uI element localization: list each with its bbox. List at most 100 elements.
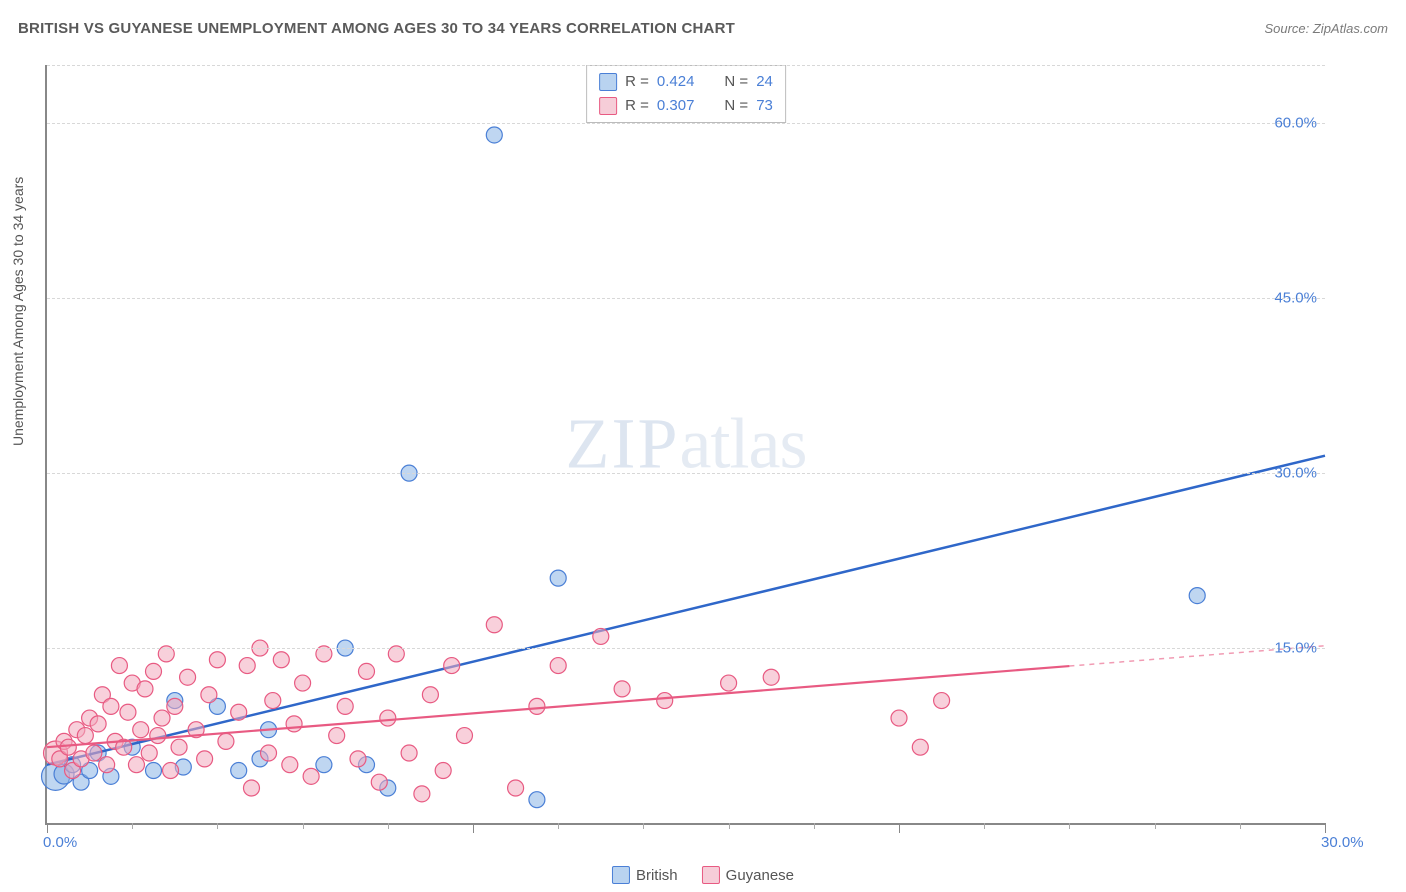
- x-tick-minor: [388, 823, 389, 829]
- scatter-point: [209, 652, 225, 668]
- plot-area: ZIPatlas R =0.424N =24R =0.307N =73 15.0…: [45, 65, 1325, 825]
- gridline-h: [47, 298, 1325, 299]
- scatter-point: [171, 739, 187, 755]
- scatter-point: [137, 681, 153, 697]
- gridline-h: [47, 123, 1325, 124]
- scatter-point: [350, 751, 366, 767]
- stats-swatch: [599, 73, 617, 91]
- scatter-point: [265, 693, 281, 709]
- x-tick-major: [1325, 823, 1326, 833]
- x-tick-minor: [1069, 823, 1070, 829]
- scatter-point: [593, 628, 609, 644]
- scatter-point: [422, 687, 438, 703]
- x-tick-major: [899, 823, 900, 833]
- scatter-point: [90, 716, 106, 732]
- scatter-point: [912, 739, 928, 755]
- scatter-point: [371, 774, 387, 790]
- scatter-point: [337, 698, 353, 714]
- scatter-point: [133, 722, 149, 738]
- scatter-point: [243, 780, 259, 796]
- scatter-point: [303, 768, 319, 784]
- scatter-point: [167, 698, 183, 714]
- scatter-point: [180, 669, 196, 685]
- scatter-point: [486, 127, 502, 143]
- y-tick-label: 15.0%: [1274, 640, 1317, 657]
- scatter-point: [1189, 588, 1205, 604]
- x-tick-minor: [132, 823, 133, 829]
- x-tick-minor: [558, 823, 559, 829]
- stats-row: R = 0.307 N = 73: [599, 94, 773, 118]
- scatter-point: [614, 681, 630, 697]
- stats-swatch: [599, 97, 617, 115]
- stats-n-value: 73: [756, 94, 773, 118]
- scatter-point: [111, 658, 127, 674]
- scatter-point: [239, 658, 255, 674]
- stats-n-value: 24: [756, 70, 773, 94]
- scatter-point: [486, 617, 502, 633]
- scatter-point: [380, 710, 396, 726]
- scatter-point: [231, 763, 247, 779]
- stats-r-value: 0.424: [657, 70, 695, 94]
- scatter-point: [128, 757, 144, 773]
- y-tick-label: 60.0%: [1274, 115, 1317, 132]
- scatter-point: [329, 728, 345, 744]
- x-tick-minor: [217, 823, 218, 829]
- trend-line: [47, 666, 1069, 747]
- scatter-point: [86, 745, 102, 761]
- x-tick-minor: [1240, 823, 1241, 829]
- scatter-point: [444, 658, 460, 674]
- scatter-point: [359, 663, 375, 679]
- stats-box: R = 0.424 N = 24 R = 0.307 N = 73: [586, 65, 786, 123]
- scatter-point: [154, 710, 170, 726]
- scatter-point: [550, 658, 566, 674]
- scatter-point: [120, 704, 136, 720]
- y-tick-label: 30.0%: [1274, 465, 1317, 482]
- x-tick-minor: [984, 823, 985, 829]
- scatter-point: [103, 698, 119, 714]
- scatter-point: [763, 669, 779, 685]
- legend-item: Guyanese: [702, 866, 794, 884]
- scatter-point: [529, 698, 545, 714]
- x-tick-minor: [729, 823, 730, 829]
- series-legend: British Guyanese: [612, 866, 794, 884]
- scatter-point: [508, 780, 524, 796]
- scatter-point: [150, 728, 166, 744]
- stats-n-label: N =: [724, 94, 748, 118]
- x-tick-minor: [1155, 823, 1156, 829]
- scatter-point: [934, 693, 950, 709]
- gridline-h: [47, 473, 1325, 474]
- scatter-point: [456, 728, 472, 744]
- x-tick-label: 0.0%: [43, 834, 77, 851]
- legend-label: Guyanese: [726, 867, 794, 884]
- scatter-point: [77, 728, 93, 744]
- stats-r-label: R =: [625, 70, 649, 94]
- scatter-point: [273, 652, 289, 668]
- stats-n-label: N =: [724, 70, 748, 94]
- scatter-point: [218, 733, 234, 749]
- scatter-point: [60, 739, 76, 755]
- x-tick-major: [473, 823, 474, 833]
- scatter-point: [282, 757, 298, 773]
- y-axis-label: Unemployment Among Ages 30 to 34 years: [10, 177, 26, 446]
- scatter-point: [201, 687, 217, 703]
- legend-swatch: [612, 866, 630, 884]
- stats-r-value: 0.307: [657, 94, 695, 118]
- chart-title: BRITISH VS GUYANESE UNEMPLOYMENT AMONG A…: [18, 20, 735, 37]
- scatter-point: [146, 663, 162, 679]
- x-tick-minor: [814, 823, 815, 829]
- scatter-point: [435, 763, 451, 779]
- x-tick-minor: [643, 823, 644, 829]
- scatter-point: [401, 745, 417, 761]
- scatter-point: [141, 745, 157, 761]
- stats-r-label: R =: [625, 94, 649, 118]
- scatter-point: [891, 710, 907, 726]
- scatter-point: [550, 570, 566, 586]
- x-tick-major: [47, 823, 48, 833]
- scatter-point: [163, 763, 179, 779]
- legend-swatch: [702, 866, 720, 884]
- scatter-point: [414, 786, 430, 802]
- legend-label: British: [636, 867, 678, 884]
- chart-svg: [47, 65, 1325, 823]
- chart-source: Source: ZipAtlas.com: [1264, 21, 1388, 36]
- scatter-point: [529, 792, 545, 808]
